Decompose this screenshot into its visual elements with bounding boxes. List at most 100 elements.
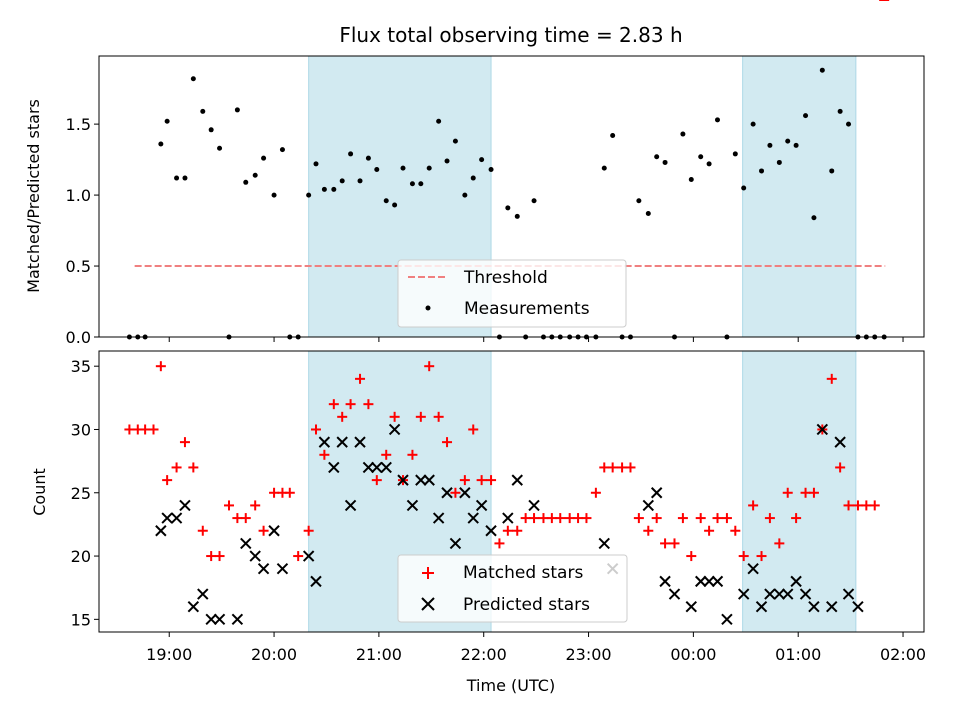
predicted-x-b [397, 474, 409, 486]
predicted-x-b [362, 461, 375, 474]
measurement-point [610, 132, 616, 138]
predicted-x-b [737, 588, 750, 600]
ratio-panel: 0.0 0.5 1.0 1.5 Flux total observing time =… [24, 23, 925, 347]
predicted-star-point [703, 575, 715, 588]
measurement-point [819, 67, 825, 73]
measurement-point [505, 205, 511, 211]
predicted-star-point [764, 588, 776, 600]
predicted-legend-label: Predicted stars [463, 595, 590, 615]
matched-star-point [861, 500, 872, 511]
predicted-x-b [711, 575, 724, 588]
matched-star-point [607, 462, 618, 473]
measurement-point [636, 198, 642, 204]
matched-star-point [355, 373, 366, 384]
matched-star-point [371, 475, 382, 486]
y-tick-label: 25 [71, 484, 91, 503]
measurement-point [252, 172, 258, 178]
predicted-star-point [659, 575, 671, 588]
measurement-point [793, 142, 799, 148]
predicted-star-point [362, 461, 375, 474]
matched-star-point [284, 487, 295, 498]
measurement-point [444, 158, 450, 164]
matched-star-point [677, 513, 688, 524]
measurement-point [698, 154, 704, 160]
measurement-point [662, 159, 668, 165]
predicted-x-b [475, 499, 488, 512]
predicted-x-b [432, 512, 445, 524]
predicted-legend-swatch [421, 597, 435, 611]
measurement-point [776, 159, 782, 165]
matched-star-point [197, 525, 208, 536]
matched-star-point [808, 487, 819, 498]
matched-star-point [555, 513, 566, 524]
predicted-star-point [642, 499, 655, 512]
matched-stars-points [124, 0, 890, 562]
count-panel: 15 20 25 30 35 19:00 20:00 21:00 22:00 23:00 00:0… [30, 0, 926, 695]
predicted-star-point [406, 499, 419, 512]
predicted-star-point [650, 487, 663, 499]
predicted-x-b [415, 474, 427, 486]
matched-star-point [250, 500, 261, 511]
matched-star-point [303, 525, 314, 536]
predicted-x-b [650, 487, 663, 499]
predicted-x-b [187, 600, 200, 613]
measurement-point [164, 118, 170, 124]
measurement-point [479, 157, 485, 163]
x-tick-label: 01:00 [775, 645, 821, 664]
predicted-star-point [179, 499, 191, 512]
matched-star-point [140, 424, 151, 435]
y-tick-label: 20 [71, 547, 91, 566]
predicted-x-b [747, 563, 759, 575]
predicted-x-b [799, 588, 812, 600]
measurement-point [357, 178, 363, 184]
matched-star-point [223, 500, 234, 511]
measurement-point [759, 168, 765, 174]
predicted-x-b [511, 474, 523, 486]
matched-star-point [852, 500, 863, 511]
predicted-star-point [231, 613, 244, 626]
predicted-star-point [336, 436, 348, 448]
measurement-point [601, 165, 607, 171]
measurement-point [452, 138, 458, 144]
predicted-star-point [737, 588, 750, 600]
predicted-star-point [388, 423, 401, 436]
matched-star-point [782, 487, 793, 498]
measurement-point [339, 178, 345, 184]
predicted-star-point [302, 550, 315, 562]
matched-star-point [206, 551, 217, 562]
chart-title: Flux total observing time = 2.83 h [339, 23, 682, 47]
measurement-point [182, 175, 188, 181]
predicted-x-b [816, 423, 829, 436]
matched-star-point [835, 462, 846, 473]
matched-star-point [381, 449, 392, 460]
threshold-legend-label: Threshold [463, 268, 548, 288]
matched-star-point [363, 399, 374, 410]
matched-star-point [826, 373, 837, 384]
predicted-star-point [170, 512, 183, 524]
measurement-point [306, 192, 312, 198]
x-tick-label: 23:00 [565, 645, 611, 664]
predicted-x-b [388, 423, 401, 436]
top-x-ticks [168, 337, 904, 342]
predicted-star-point [755, 600, 768, 613]
predicted-star-point [268, 525, 280, 537]
x-axis-label: Time (UTC) [466, 676, 555, 695]
measurement-point [645, 211, 651, 217]
predicted-x-b [276, 563, 289, 575]
predicted-x-b [328, 461, 340, 474]
measurement-point [331, 186, 337, 192]
measurement-point [279, 147, 285, 153]
matched-star-point [148, 424, 159, 435]
y-tick-label: 30 [71, 420, 91, 439]
matched-star-point [712, 513, 723, 524]
predicted-x-b [449, 537, 462, 550]
measurements-legend-label: Measurements [464, 299, 590, 319]
predicted-x-b [659, 575, 671, 588]
predicted-x-b [197, 588, 209, 600]
predicted-x-b [179, 499, 191, 512]
predicted-x-b [406, 499, 419, 512]
predicted-star-point [485, 525, 497, 537]
matched-star-point [546, 513, 557, 524]
y-tick-label: 1.5 [66, 115, 91, 134]
